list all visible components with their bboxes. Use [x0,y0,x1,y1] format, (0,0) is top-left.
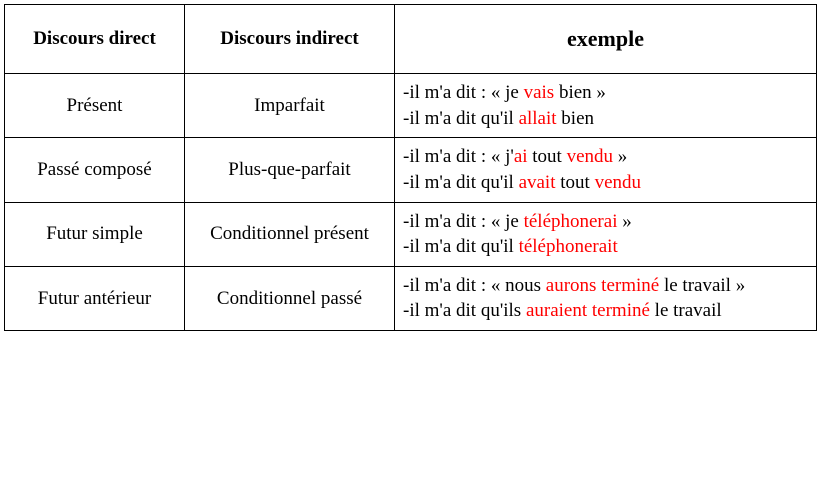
indirect-tense: Conditionnel présent [185,202,395,266]
header-indirect: Discours indirect [185,5,395,74]
example-line-1: -il m'a dit : « j'ai tout vendu » [403,144,808,170]
example-cell: -il m'a dit : « j'ai tout vendu » -il m'… [395,138,817,202]
table-row: Futur antérieur Conditionnel passé -il m… [5,266,817,330]
example-line-2: -il m'a dit qu'il téléphonerait [403,234,808,260]
example-line-2: -il m'a dit qu'ils auraient terminé le t… [403,298,808,324]
discourse-table: Discours direct Discours indirect exempl… [4,4,817,331]
header-direct: Discours direct [5,5,185,74]
header-exemple: exemple [395,5,817,74]
example-cell: -il m'a dit : « je téléphonerai » -il m'… [395,202,817,266]
indirect-tense: Plus-que-parfait [185,138,395,202]
example-line-1: -il m'a dit : « je vais bien » [403,80,808,106]
example-line-2: -il m'a dit qu'il avait tout vendu [403,170,808,196]
example-line-2: -il m'a dit qu'il allait bien [403,106,808,132]
indirect-tense: Conditionnel passé [185,266,395,330]
direct-tense: Présent [5,74,185,138]
table-row: Futur simple Conditionnel présent -il m'… [5,202,817,266]
indirect-tense: Imparfait [185,74,395,138]
example-cell: -il m'a dit : « je vais bien » -il m'a d… [395,74,817,138]
direct-tense: Futur simple [5,202,185,266]
header-row: Discours direct Discours indirect exempl… [5,5,817,74]
direct-tense: Futur antérieur [5,266,185,330]
example-line-1: -il m'a dit : « nous aurons terminé le t… [403,273,808,299]
example-line-1: -il m'a dit : « je téléphonerai » [403,209,808,235]
table-row: Présent Imparfait -il m'a dit : « je vai… [5,74,817,138]
example-cell: -il m'a dit : « nous aurons terminé le t… [395,266,817,330]
direct-tense: Passé composé [5,138,185,202]
table-row: Passé composé Plus-que-parfait -il m'a d… [5,138,817,202]
